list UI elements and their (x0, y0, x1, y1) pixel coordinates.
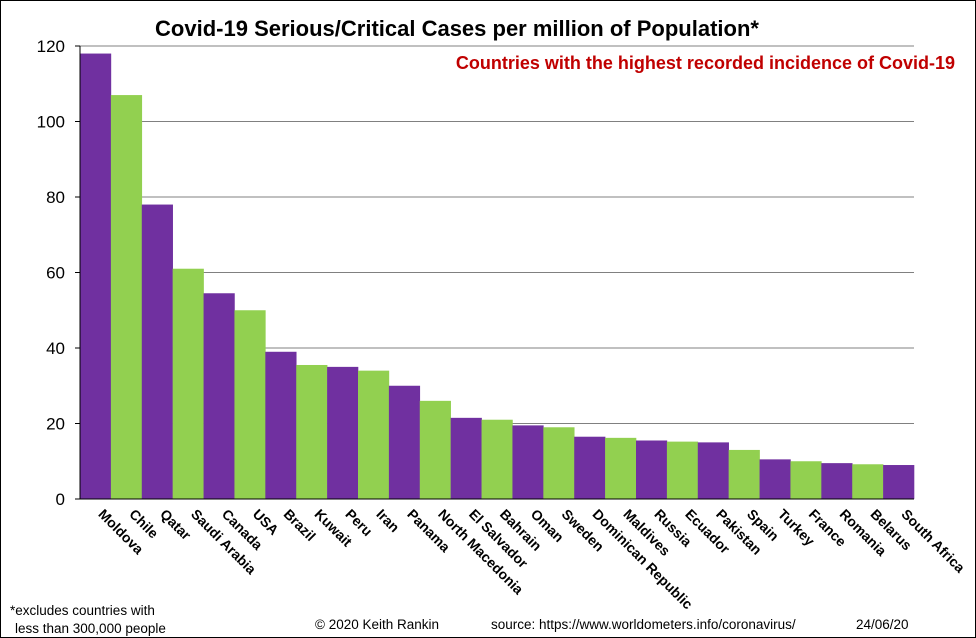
y-tick-label: 20 (46, 415, 65, 434)
source-text: source: https://www.worldometers.info/co… (491, 617, 796, 632)
bar (203, 293, 235, 499)
bar (666, 441, 699, 499)
bar (636, 440, 668, 499)
bar (605, 437, 637, 499)
footnote-line-1: *excludes countries with (10, 603, 155, 618)
title-background (119, 9, 795, 45)
y-tick-label: 100 (37, 113, 65, 132)
bar (358, 370, 390, 499)
bar (141, 204, 173, 500)
y-tick-label: 0 (56, 490, 65, 509)
bar (790, 461, 822, 499)
bar (852, 464, 884, 499)
bar (80, 53, 112, 500)
bar (450, 417, 482, 499)
x-tick-label: Brazil (281, 506, 319, 544)
bar (327, 366, 359, 499)
chart-subtitle: Countries with the highest recorded inci… (456, 53, 955, 73)
y-tick-label: 60 (46, 264, 65, 283)
bar (172, 268, 204, 499)
date-text: 24/06/20 (856, 617, 909, 632)
bar (296, 364, 328, 499)
bar (265, 351, 297, 499)
bar (759, 459, 791, 499)
bar (512, 425, 544, 499)
bar (883, 465, 915, 499)
bar (110, 95, 143, 499)
bar (821, 463, 853, 499)
bar (728, 449, 760, 499)
chart-title: Covid-19 Serious/Critical Cases per mill… (155, 16, 759, 41)
y-tick-label: 40 (46, 339, 65, 358)
bar (574, 436, 606, 499)
copyright-text: © 2020 Keith Rankin (315, 617, 439, 632)
bar (234, 310, 266, 499)
bar (481, 419, 513, 499)
y-tick-label: 80 (46, 188, 65, 207)
x-tick-label: Iran (373, 506, 402, 535)
bars (80, 53, 915, 500)
bar (419, 400, 451, 499)
x-tick-label: Qatar (157, 506, 195, 544)
y-tick-label: 120 (37, 37, 65, 56)
bar (388, 385, 421, 499)
bar (543, 427, 575, 499)
bar (697, 442, 729, 499)
footnote-line-2: less than 300,000 people (15, 621, 166, 636)
y-axis-ticks: 0 20 40 60 80 100 120 (37, 37, 80, 509)
